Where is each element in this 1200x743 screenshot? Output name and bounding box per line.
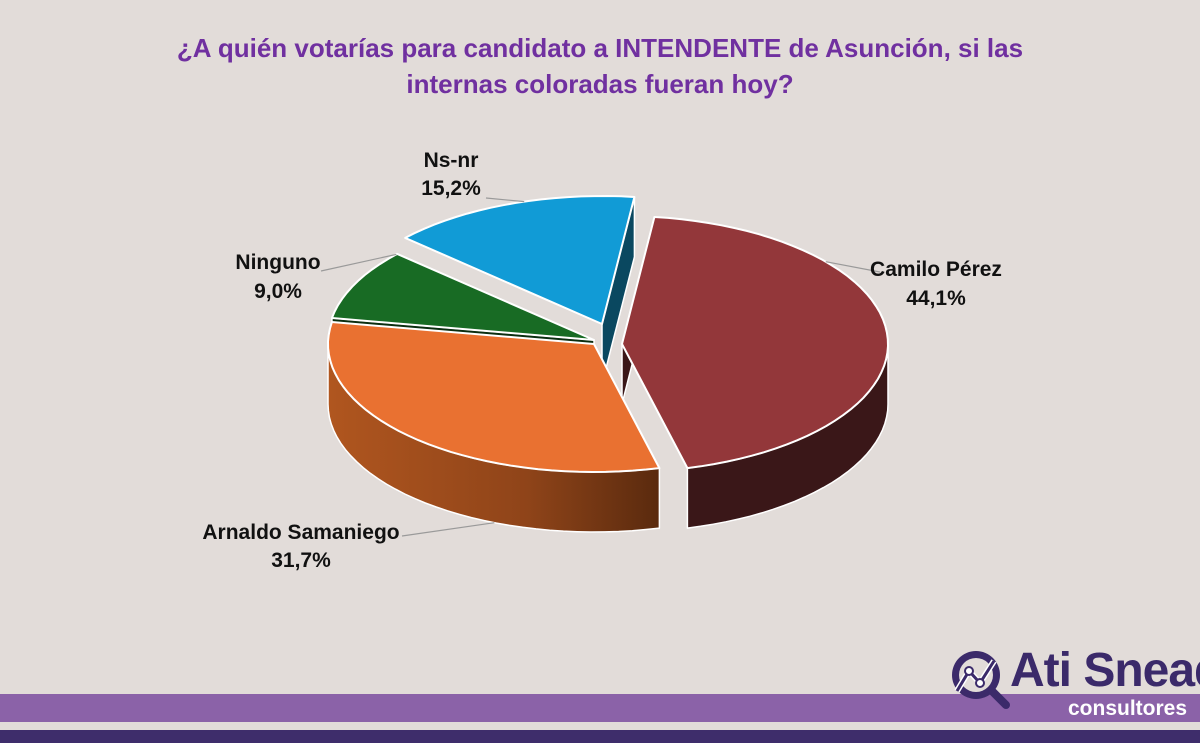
chart-title: ¿A quién votarías para candidato a INTEN…	[150, 30, 1050, 102]
slice-top-camilo-perez	[621, 216, 889, 470]
slice-top-arnaldo-samaniego	[327, 321, 661, 473]
label-ns-nr-value: 15,2%	[421, 177, 481, 200]
label-arnaldo-samaniego-name: Arnaldo Samaniego	[202, 521, 399, 544]
leader-line-ns-nr	[485, 197, 525, 203]
label-ninguno-name: Ninguno	[235, 251, 320, 274]
label-camilo-perez-value: 44,1%	[906, 287, 966, 310]
slice-ns-nr	[404, 195, 636, 385]
leader-line-camilo-perez	[825, 261, 881, 273]
pie-chart: Camilo Pérez 44,1% Arnaldo Samaniego 31,…	[202, 149, 1002, 572]
magnifier-chart-icon	[952, 651, 1010, 709]
label-ninguno-value: 9,0%	[254, 280, 302, 303]
slice-top-ns-nr	[404, 195, 636, 325]
logo-name: Ati Snead	[1010, 644, 1200, 697]
company-logo: Ati Snead consultores	[948, 644, 1200, 725]
label-ns-nr-name: Ns-nr	[424, 149, 479, 172]
label-arnaldo-samaniego-value: 31,7%	[271, 549, 331, 572]
slice-camilo-perez	[621, 216, 889, 529]
chart-title-line-2: internas coloradas fueran hoy?	[406, 69, 794, 99]
logo-subtitle: consultores	[1068, 697, 1188, 720]
footer-line	[0, 730, 1200, 743]
leader-line-arnaldo-samaniego	[401, 522, 495, 537]
leader-line-ninguno	[320, 253, 397, 272]
slice-top-ninguno	[330, 252, 595, 341]
label-camilo-perez-name: Camilo Pérez	[870, 258, 1002, 281]
slice-arnaldo-samaniego	[327, 321, 661, 533]
chart-title-line-1: ¿A quién votarías para candidato a INTEN…	[176, 33, 1024, 63]
